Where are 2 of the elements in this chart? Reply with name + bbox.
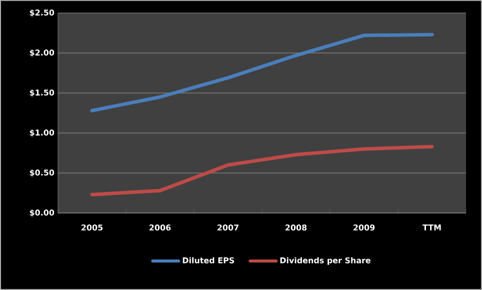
line-series xyxy=(90,144,434,196)
line-series xyxy=(90,32,434,112)
